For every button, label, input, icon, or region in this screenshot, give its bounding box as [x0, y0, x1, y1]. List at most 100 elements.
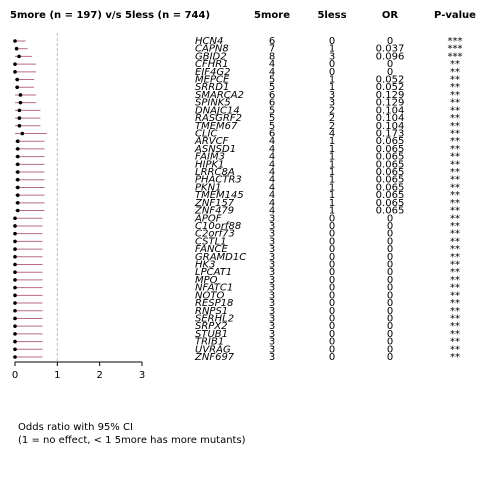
- count-5more: 3: [269, 229, 275, 240]
- or-point: [13, 239, 17, 244]
- or-point: [17, 123, 22, 128]
- gene-label: FANCE: [195, 244, 228, 255]
- count-5less: 1: [329, 82, 335, 93]
- count-5less: 0: [329, 352, 335, 363]
- count-5less: 0: [329, 275, 335, 286]
- count-5less: 0: [329, 329, 335, 340]
- count-5more: 6: [269, 98, 275, 109]
- or-point: [15, 77, 20, 82]
- gene-label: GBID2: [195, 51, 227, 62]
- p-value: **: [450, 267, 460, 278]
- or-point: [13, 270, 17, 275]
- p-value: **: [450, 221, 460, 232]
- count-5more: 8: [269, 51, 275, 62]
- count-5less: 0: [329, 236, 335, 247]
- or-point: [13, 316, 17, 321]
- odds-ratio: 0: [387, 67, 393, 78]
- odds-ratio: 0: [387, 236, 393, 247]
- gene-label: ZNF479: [194, 206, 234, 217]
- or-point: [13, 285, 17, 290]
- count-5more: 6: [269, 36, 275, 47]
- gene-label: SPINK5: [195, 98, 231, 109]
- or-point: [15, 170, 20, 174]
- column-header: P-value: [434, 10, 476, 21]
- gene-label: MPO: [195, 275, 218, 286]
- p-value: ***: [448, 51, 463, 62]
- gene-label: C2orf73: [195, 229, 235, 240]
- or-point: [13, 39, 17, 43]
- or-point: [18, 93, 23, 97]
- gene-label: ASNSD1: [194, 144, 236, 155]
- x-axis-label: (1 = no effect, < 1 5more has more mutan…: [18, 435, 246, 446]
- count-5less: 4: [329, 128, 335, 139]
- odds-ratio: 0.037: [376, 44, 405, 55]
- count-5more: 5: [269, 82, 275, 93]
- p-value: **: [450, 329, 460, 340]
- gene-label: RASGRF2: [195, 113, 242, 124]
- or-point: [15, 139, 20, 143]
- gene-label: SRPX2: [195, 321, 228, 332]
- odds-ratio: 0.065: [376, 136, 405, 147]
- count-5more: 6: [269, 128, 275, 139]
- column-header: OR: [382, 10, 399, 21]
- count-5less: 2: [329, 105, 335, 116]
- count-5more: 4: [269, 175, 275, 186]
- count-5less: 3: [329, 98, 335, 109]
- or-point: [15, 85, 20, 90]
- odds-ratio: 0.052: [376, 75, 405, 86]
- p-value: **: [450, 121, 460, 132]
- gene-label: NFATC1: [195, 283, 233, 294]
- or-point: [13, 332, 17, 336]
- gene-label: DNAJC14: [195, 105, 240, 116]
- p-value: **: [450, 82, 460, 93]
- or-point: [13, 347, 17, 352]
- or-point: [18, 100, 23, 105]
- odds-ratio: 0: [387, 321, 393, 332]
- p-value: **: [450, 321, 460, 332]
- gene-label: ZNF697: [194, 352, 235, 363]
- or-point: [13, 262, 17, 267]
- count-5less: 0: [329, 229, 335, 240]
- gene-label: EIF4G2: [195, 67, 231, 78]
- count-5more: 4: [269, 190, 275, 201]
- count-5less: 1: [329, 152, 335, 163]
- count-5more: 3: [269, 321, 275, 332]
- count-5less: 1: [329, 190, 335, 201]
- count-5less: 0: [329, 321, 335, 332]
- odds-ratio: 0.104: [376, 105, 405, 116]
- odds-ratio: 0: [387, 329, 393, 340]
- odds-ratio: 0: [387, 267, 393, 278]
- or-point: [13, 247, 17, 251]
- gene-label: TMEM145: [195, 190, 244, 201]
- odds-ratio: 0: [387, 337, 393, 348]
- p-value: **: [450, 105, 460, 116]
- count-5more: 3: [269, 213, 275, 224]
- count-5less: 3: [329, 51, 335, 62]
- count-5more: 4: [269, 167, 275, 178]
- gene-label: SRRD1: [195, 82, 229, 93]
- or-point: [17, 108, 22, 113]
- count-5less: 0: [329, 244, 335, 255]
- count-5less: 0: [329, 313, 335, 324]
- count-5more: 5: [269, 75, 275, 86]
- p-value: **: [450, 298, 460, 309]
- p-value: **: [450, 190, 460, 201]
- odds-ratio: 0: [387, 36, 393, 47]
- gene-label: PHACTR3: [195, 175, 242, 186]
- or-point: [13, 70, 17, 74]
- p-value: **: [450, 352, 460, 363]
- p-value: **: [450, 59, 460, 70]
- gene-label: NOTO: [195, 290, 224, 301]
- odds-ratio: 0.065: [376, 167, 405, 178]
- or-point: [15, 208, 20, 213]
- odds-ratio: 0.173: [376, 128, 405, 139]
- x-tick-label: 3: [139, 370, 145, 381]
- or-point: [15, 147, 20, 151]
- p-value: **: [450, 313, 460, 324]
- count-5less: 0: [329, 298, 335, 309]
- gene-label: PKN1: [195, 182, 221, 193]
- odds-ratio: 0.129: [376, 90, 405, 101]
- count-5more: 3: [269, 329, 275, 340]
- count-5more: 5: [269, 121, 275, 132]
